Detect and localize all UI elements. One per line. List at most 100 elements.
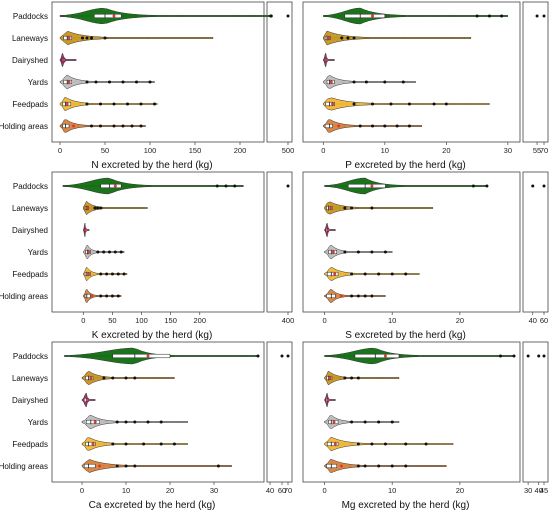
violin-holding-areas xyxy=(324,288,386,304)
outlier-point xyxy=(126,102,129,106)
violin-shape xyxy=(323,30,472,46)
outlier-point xyxy=(93,206,97,210)
outlier-point xyxy=(370,250,374,254)
outlier-point xyxy=(475,14,479,18)
violin-shape xyxy=(81,370,175,386)
outlier-point xyxy=(108,250,111,254)
plot-frame xyxy=(51,1,265,143)
mean-point xyxy=(146,354,150,358)
outlier-point xyxy=(148,80,152,84)
outlier-point xyxy=(350,272,354,276)
mean-point xyxy=(326,398,330,402)
outlier-point xyxy=(103,36,107,40)
category-label: Yards xyxy=(28,248,48,257)
outlier-point xyxy=(90,36,93,40)
box xyxy=(85,375,94,381)
mean-point xyxy=(371,14,375,18)
violin-shape xyxy=(59,119,146,133)
violin-feedpads xyxy=(59,96,158,112)
x-tick-label: 20 xyxy=(442,146,450,155)
box xyxy=(112,353,171,359)
x-tick-label-break: 60 xyxy=(278,486,286,495)
x-tick-label: 100 xyxy=(144,146,157,155)
box xyxy=(86,419,100,425)
outlier-point xyxy=(90,124,93,128)
x-tick-label-break: 70 xyxy=(540,146,548,155)
box xyxy=(326,271,339,277)
plot-frame xyxy=(51,171,265,313)
outlier-point xyxy=(377,272,381,276)
outlier-point xyxy=(343,206,347,210)
box xyxy=(100,183,122,189)
plot-frame-break xyxy=(522,341,549,483)
outlier-point xyxy=(146,420,150,424)
x-axis-title: Ca excreted by the herd (kg) xyxy=(89,500,216,511)
x-tick-label: 30 xyxy=(210,486,218,495)
outlier-point xyxy=(96,250,100,254)
x-axis-title: N excreted by the herd (kg) xyxy=(91,160,212,171)
outlier-point xyxy=(110,272,114,276)
outlier-point xyxy=(233,184,237,188)
violin-dairyshed xyxy=(81,392,96,408)
x-tick-label: 200 xyxy=(234,146,247,155)
violin-laneways xyxy=(323,30,472,46)
outlier-point xyxy=(404,442,408,446)
outlier-point xyxy=(172,442,176,446)
outlier-point xyxy=(116,294,120,298)
outlier-point xyxy=(383,250,387,254)
violin-holding-areas xyxy=(59,119,146,133)
outlier-point xyxy=(444,102,448,106)
box xyxy=(62,123,70,129)
outlier-point xyxy=(111,376,115,380)
outlier-point xyxy=(542,184,546,188)
x-axis-title: P excreted by the herd (kg) xyxy=(345,160,465,171)
category-label: Yards xyxy=(28,78,48,87)
mean-point xyxy=(113,184,117,188)
x-tick-label-break: 45 xyxy=(540,486,548,495)
outlier-point xyxy=(424,442,428,446)
outlier-point xyxy=(119,250,123,254)
outlier-point xyxy=(383,80,387,84)
outlier-point xyxy=(85,36,89,40)
outlier-point xyxy=(340,36,344,40)
violin-yards xyxy=(324,415,400,429)
outlier-point xyxy=(286,14,290,18)
outlier-point xyxy=(407,124,411,128)
outlier-point xyxy=(85,80,89,84)
outlier-point xyxy=(370,206,374,210)
outlier-point xyxy=(356,250,360,254)
violin-yards xyxy=(83,244,125,260)
violin-shape xyxy=(59,52,77,68)
violin-shape xyxy=(81,437,188,451)
mean-point xyxy=(331,102,335,106)
outlier-point xyxy=(102,376,106,380)
outlier-point xyxy=(350,376,354,380)
violin-shape xyxy=(59,96,158,112)
x-tick-label: 150 xyxy=(164,316,177,325)
outlier-point xyxy=(224,184,228,188)
mean-point xyxy=(326,228,330,232)
plot-frame-break xyxy=(266,171,293,313)
violin-shape xyxy=(323,75,416,89)
mean-point xyxy=(328,376,332,380)
box xyxy=(325,101,335,107)
violin-shape xyxy=(83,200,148,216)
plot-frame-break xyxy=(522,1,549,143)
mean-point xyxy=(87,250,91,254)
violin-shape xyxy=(324,266,420,282)
outlier-point xyxy=(356,294,360,298)
panel-4: Paddocks Laneways Dairyshed Yards Feedpads Ho… xyxy=(0,341,293,511)
outlier-point xyxy=(85,102,89,106)
outlier-point xyxy=(99,294,103,298)
violin-holding-areas xyxy=(323,119,422,133)
box xyxy=(83,463,96,469)
x-tick-label: 10 xyxy=(388,316,396,325)
category-label: Laneways xyxy=(12,374,48,383)
outlier-point xyxy=(383,124,387,128)
x-tick-label: 150 xyxy=(189,146,202,155)
violin-shape xyxy=(324,436,454,452)
outlier-point xyxy=(407,102,411,106)
x-tick-label-break: 500 xyxy=(282,146,295,155)
box xyxy=(84,293,91,299)
